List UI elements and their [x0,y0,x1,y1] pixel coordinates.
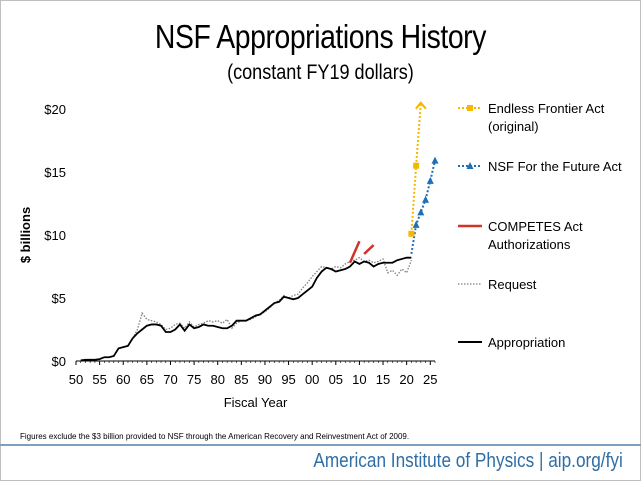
series-competes-segment-1 [363,244,375,255]
x-tick-label-95: 95 [281,372,295,387]
series-endless-frontier-point [408,230,415,237]
legend-nsf-future-label: NSF For the Future Act [488,159,622,174]
x-axis-title: Fiscal Year [224,395,288,410]
y-tick-label-2: $10 [44,228,66,243]
series-nsf-future-point [426,176,434,184]
x-tick-label-85: 85 [234,372,248,387]
x-tick-label-15: 15 [376,372,390,387]
x-tick-label-05: 05 [329,372,343,387]
y-tick-label-1: $5 [52,291,66,306]
x-tick-label-55: 55 [92,372,106,387]
footer-divider [0,444,641,446]
series-endless-frontier-point [413,162,420,169]
y-tick-label-4: $20 [44,102,66,117]
series-nsf-future-point [417,208,425,216]
series-competes-segment-0 [348,240,361,264]
y-axis-title: $ billions [18,207,33,263]
x-tick-label-75: 75 [187,372,201,387]
footer-credit: American Institute of Physics | aip.org/… [313,450,623,472]
series-appropriation-line [80,256,412,362]
chart-svg: 50 55 60 65 70 75 80 85 90 95 00 05 10 15 20 25 $0 $5 $10 $… [18,101,622,410]
chart-title: NSF Appropriations History [154,18,487,55]
x-tick-label-80: 80 [210,372,224,387]
series-nsf-future-point [412,220,420,228]
footnote: Figures exclude the $3 billion provided … [20,432,410,441]
series-endless-frontier-arrowhead [415,101,427,110]
x-tick-label-20: 20 [399,372,413,387]
series-nsf-future-point [422,195,430,203]
legend-competes-label: COMPETES Act [488,219,583,234]
legend-request-label: Request [488,277,537,292]
series-nsf-future-point [431,156,439,164]
x-tick-label-65: 65 [140,372,154,387]
x-tick-label-10: 10 [352,372,366,387]
legend-endless-frontier-label: Endless Frontier Act [488,101,605,116]
chart-subtitle: (constant FY19 dollars) [227,61,414,84]
x-tick-label-90: 90 [258,372,272,387]
x-tick-label-25: 25 [423,372,437,387]
y-tick-label-0: $0 [52,354,66,369]
y-tick-label-3: $15 [44,165,66,180]
x-tick-label-70: 70 [163,372,177,387]
legend-appropriation-label: Appropriation [488,335,565,350]
x-tick-label-60: 60 [116,372,130,387]
legend-nsf-future-marker [466,162,474,169]
series-request-line [132,256,412,339]
x-tick-label-50: 50 [69,372,83,387]
legend-endless-frontier-marker [467,105,473,111]
series-nsf-future-line [410,160,436,255]
x-tick-label-00: 00 [305,372,319,387]
legend-endless-frontier-label-2: (original) [488,119,539,134]
legend-competes-label-2: Authorizations [488,237,571,252]
